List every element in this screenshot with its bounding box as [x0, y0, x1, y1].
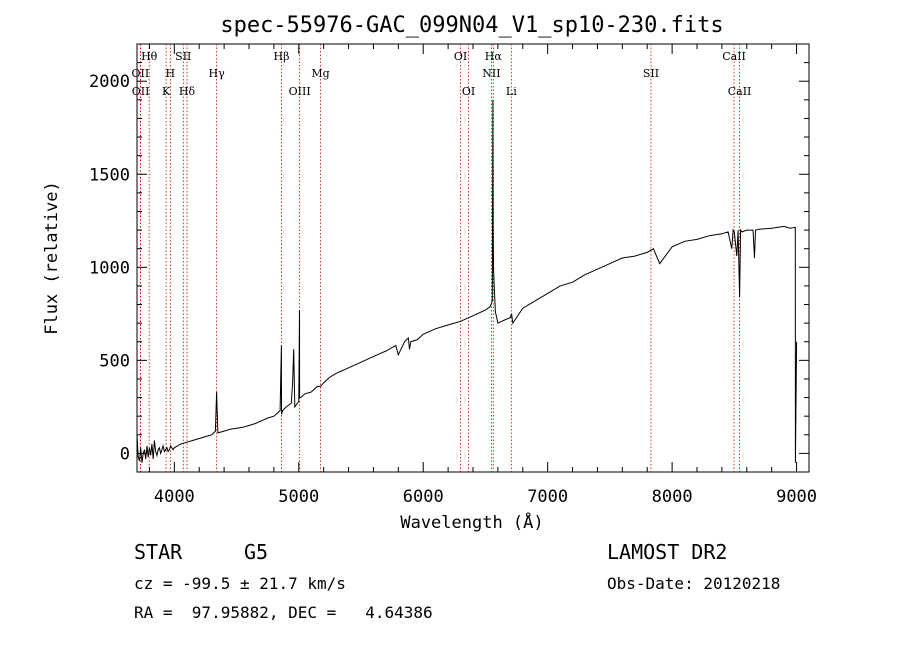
- x-tick-label: 8000: [652, 487, 693, 507]
- line-marker-label: OI: [462, 85, 475, 98]
- line-marker-label: CaII: [728, 85, 752, 98]
- axis-ticks: 4000 5000 6000 7000 8000 9000 0 500 1000 1500 2000: [89, 43, 817, 507]
- coordinates-text: RA = 97.95882, DEC = 4.64386: [134, 603, 433, 622]
- line-marker-label: OI: [454, 50, 467, 63]
- line-marker-label: H: [166, 67, 176, 80]
- y-tick-label: 500: [99, 351, 130, 371]
- spectrum-chart: spec-55976-GAC_099N04_V1_sp10-230.fits O…: [42, 13, 817, 533]
- x-tick-label: 5000: [278, 487, 319, 507]
- obs-date-text: Obs-Date: 20120218: [607, 574, 781, 593]
- x-tick-label: 7000: [527, 487, 568, 507]
- object-subclass: G5: [244, 540, 269, 564]
- y-tick-label: 2000: [89, 72, 130, 92]
- line-markers: OIIOIIHθKHSIIHδHγHβOIIIMgOIOINIIHαLiSIIC…: [132, 44, 752, 472]
- chart-title: spec-55976-GAC_099N04_V1_sp10-230.fits: [220, 13, 723, 38]
- redshift-text: cz = -99.5 ± 21.7 km/s: [134, 574, 346, 593]
- line-marker-label: K: [162, 85, 171, 98]
- line-marker-label: OIII: [289, 85, 311, 98]
- y-tick-label: 1000: [89, 258, 130, 278]
- line-marker-label: Hγ: [209, 67, 226, 80]
- y-tick-label: 0: [120, 444, 130, 464]
- line-marker-label: Hβ: [274, 50, 290, 63]
- line-marker-label: Li: [506, 85, 517, 98]
- line-marker-label: SII: [175, 50, 191, 63]
- spectrum-line: [136, 99, 798, 463]
- line-marker-label: Mg: [311, 67, 329, 80]
- x-tick-label: 6000: [403, 487, 444, 507]
- line-marker-label: Hδ: [179, 85, 196, 98]
- line-marker-label: CaII: [722, 50, 746, 63]
- y-axis-label: Flux (relative): [42, 181, 62, 335]
- survey-name: LAMOST DR2: [607, 540, 728, 564]
- x-axis-label: Wavelength (Å): [400, 511, 543, 533]
- line-marker-label: SII: [643, 67, 659, 80]
- x-tick-label: 9000: [776, 487, 817, 507]
- plot-frame: [136, 43, 810, 473]
- line-marker-label: Hθ: [141, 50, 158, 63]
- x-tick-label: 4000: [154, 487, 195, 507]
- object-class: STAR: [134, 540, 183, 564]
- line-marker-label: Hα: [485, 50, 503, 63]
- y-tick-label: 1500: [89, 165, 130, 185]
- line-marker-label: NII: [482, 67, 500, 80]
- line-marker-label: OII: [132, 85, 150, 98]
